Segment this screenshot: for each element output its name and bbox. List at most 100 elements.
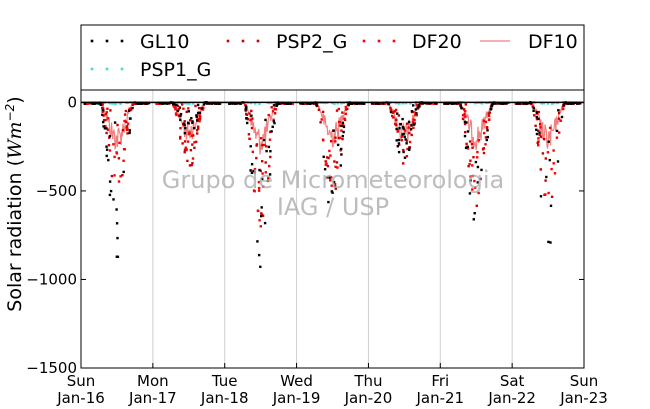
data-point-psp1-g <box>119 102 122 105</box>
data-point-psp2-g <box>550 195 554 198</box>
data-point-gl10 <box>182 122 186 126</box>
data-point-df20 <box>344 112 347 115</box>
data-point-df20 <box>343 117 346 120</box>
data-point-df20 <box>268 138 272 141</box>
data-point-gl10 <box>566 102 570 105</box>
data-point-df20 <box>477 139 481 142</box>
data-point-gl10 <box>228 102 231 105</box>
data-point-gl10 <box>547 240 550 244</box>
data-point-psp2-g <box>193 146 196 149</box>
data-point-df20 <box>548 126 552 130</box>
data-point-gl10 <box>474 160 478 164</box>
data-point-psp2-g <box>104 113 107 116</box>
data-point-gl10 <box>339 164 342 167</box>
data-point-df20 <box>182 107 185 110</box>
legend-label-df20: DF20 <box>412 31 462 53</box>
data-point-gl10 <box>371 102 374 105</box>
data-point-df20 <box>112 143 115 146</box>
data-point-df20 <box>244 104 247 107</box>
data-point-psp2-g <box>393 110 397 113</box>
data-point-df20 <box>251 150 254 154</box>
data-point-gl10 <box>374 102 377 105</box>
data-point-df20 <box>550 167 553 171</box>
data-point-psp1-g <box>114 102 117 105</box>
data-point-gl10 <box>452 102 456 105</box>
data-point-gl10 <box>256 240 259 243</box>
data-point-psp2-g <box>533 114 536 117</box>
data-point-psp2-g <box>544 157 547 160</box>
data-point-gl10 <box>547 140 550 143</box>
data-point-df20 <box>558 131 561 134</box>
data-point-gl10 <box>230 102 233 105</box>
data-point-df20 <box>473 179 476 183</box>
data-point-gl10 <box>144 102 147 105</box>
legend-marker-df20 <box>392 39 396 43</box>
data-point-gl10 <box>115 222 119 225</box>
data-point-gl10 <box>285 102 289 105</box>
data-point-gl10 <box>342 130 345 134</box>
data-point-df20 <box>337 120 341 124</box>
y-axis-label-text: Solar radiation ( <box>4 159 26 312</box>
data-point-psp2-g <box>186 159 189 163</box>
data-point-gl10 <box>289 102 292 105</box>
data-point-gl10 <box>278 102 281 105</box>
data-point-gl10 <box>340 124 343 128</box>
legend-marker-df20 <box>362 39 366 43</box>
data-point-gl10 <box>403 156 407 159</box>
data-point-psp2-g <box>260 213 264 216</box>
x-tick-label-day: Sun <box>570 372 599 390</box>
data-point-psp2-g <box>392 116 395 119</box>
data-point-psp2-g <box>103 119 106 122</box>
data-point-gl10 <box>532 109 535 112</box>
data-point-gl10 <box>486 129 489 132</box>
data-point-gl10 <box>412 104 415 107</box>
legend-marker-psp1-g <box>105 67 109 71</box>
data-point-gl10 <box>272 104 276 107</box>
data-point-gl10 <box>418 105 421 108</box>
data-point-gl10 <box>443 102 446 105</box>
watermark-text: IAG / USP <box>277 193 389 221</box>
data-point-gl10 <box>332 180 336 184</box>
data-point-gl10 <box>532 106 535 110</box>
data-point-gl10 <box>468 192 472 195</box>
data-point-df20 <box>338 124 341 127</box>
data-point-gl10 <box>426 102 429 105</box>
data-point-gl10 <box>466 145 469 148</box>
data-point-gl10 <box>397 138 401 142</box>
data-point-df20 <box>463 115 467 118</box>
data-point-df20 <box>328 149 331 153</box>
data-point-psp2-g <box>463 108 466 111</box>
data-point-gl10 <box>268 173 272 176</box>
data-point-psp2-g <box>195 129 199 132</box>
data-point-gl10 <box>164 102 167 105</box>
data-point-gl10 <box>135 102 138 105</box>
y-axis-label-close: ) <box>4 96 26 103</box>
x-tick-label-day: Tue <box>211 372 238 390</box>
x-tick-label-day: Mon <box>137 372 169 390</box>
data-point-psp2-g <box>250 126 254 130</box>
data-point-psp2-g <box>110 174 114 178</box>
data-point-df20 <box>405 155 409 158</box>
data-point-gl10 <box>535 128 538 131</box>
data-point-gl10 <box>260 214 263 218</box>
data-point-psp2-g <box>557 117 561 120</box>
data-point-psp1-g <box>480 102 484 105</box>
data-point-gl10 <box>454 102 458 105</box>
data-point-gl10 <box>389 110 393 114</box>
data-point-gl10 <box>183 132 187 135</box>
data-point-psp2-g <box>333 160 336 163</box>
data-point-gl10 <box>555 129 559 133</box>
data-point-psp2-g <box>326 164 330 168</box>
x-tick-label-day: Sat <box>500 372 525 390</box>
legend-marker-psp2-g <box>241 39 245 43</box>
data-point-gl10 <box>210 102 213 105</box>
data-point-df20 <box>476 156 479 159</box>
x-tick-label-date: Jan-18 <box>200 389 249 407</box>
series-line-df10 <box>81 101 584 155</box>
data-point-gl10 <box>568 102 571 105</box>
data-point-psp2-g <box>415 114 418 117</box>
data-point-df20 <box>329 154 332 157</box>
data-point-psp2-g <box>406 122 409 125</box>
data-point-psp2-g <box>179 135 182 139</box>
